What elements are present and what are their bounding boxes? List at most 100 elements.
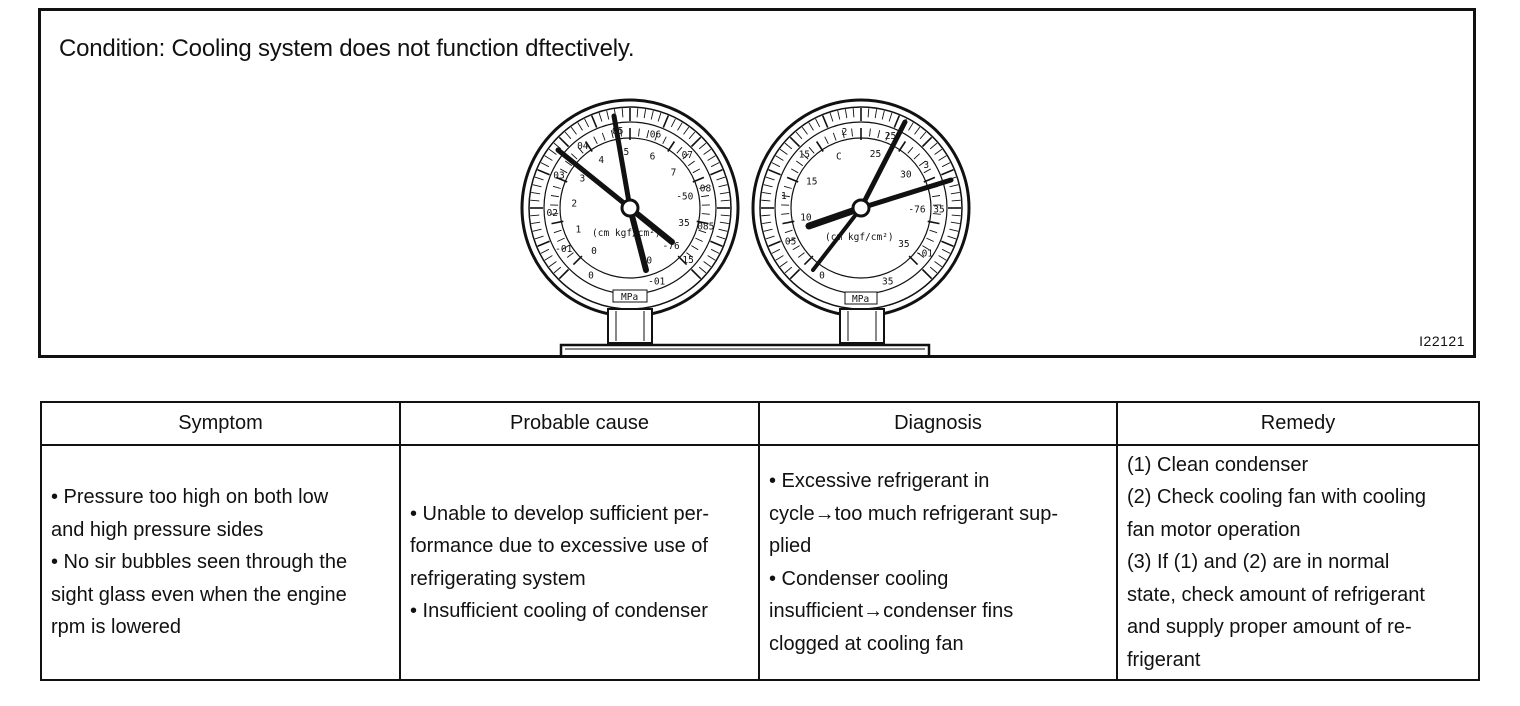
dial-tick	[677, 255, 688, 266]
dial-tick	[779, 148, 788, 155]
dial-tick	[650, 110, 654, 120]
dial-scale-label: 7	[671, 168, 677, 179]
dial-scale-label: 10	[800, 213, 812, 224]
dial-tick	[874, 109, 878, 119]
dial-tick	[559, 168, 568, 174]
dial-tick	[947, 235, 957, 240]
dial-scale-label: 06	[650, 129, 662, 140]
dial-scale-label: 0	[819, 271, 825, 282]
cell-line: • Unable to develop sufficient per-	[410, 502, 710, 525]
dial-tick	[851, 128, 853, 137]
dial-tick	[918, 160, 926, 167]
dial-tick	[692, 168, 701, 174]
dial-tick	[718, 184, 728, 188]
dial-tick	[566, 252, 574, 258]
dial-tick	[808, 122, 814, 131]
cell-line: clogged at cooling fan	[769, 632, 964, 655]
high-gauge-stem	[839, 308, 885, 344]
cell-line: (2) Check cooling fan with cooling	[1127, 486, 1427, 509]
dial-tick	[941, 162, 951, 168]
diagnosis-cell: • Excessive refrigerant in cycle→too muc…	[758, 444, 1118, 681]
dial-scale-label: 2	[842, 127, 848, 138]
dial-scale-label: 02	[546, 208, 557, 219]
dial-tick	[646, 130, 650, 139]
dial-tick	[784, 266, 793, 274]
cell-line: formance due to excessive use of	[410, 535, 708, 557]
dial-tick	[553, 229, 562, 234]
dial-tick	[921, 136, 933, 148]
dial-tick	[606, 110, 610, 120]
dial-tick	[784, 229, 793, 234]
dial-scale-label: 4	[598, 155, 604, 166]
dial-tick	[716, 176, 726, 181]
dial-tick	[620, 128, 622, 137]
dial-tick	[938, 155, 947, 161]
dial-tick	[691, 245, 699, 251]
dial-tick	[923, 168, 932, 174]
high-gauge-outer-scale: 0 05 1 15 2 25 3 35 -01 35	[781, 127, 945, 287]
header-symptom: Symptom	[40, 401, 401, 446]
dial-scale-label: 1	[575, 225, 581, 236]
dial-scale-label: -50	[676, 192, 693, 203]
dial-tick	[908, 122, 914, 131]
diagnosis-table: Symptom Probable cause Diagnosis Remedy …	[40, 401, 1480, 681]
dial-tick	[926, 237, 934, 242]
dial-tick	[771, 162, 781, 168]
dial-tick	[888, 112, 893, 122]
dial-tick	[821, 115, 829, 128]
dial-tick	[949, 184, 959, 188]
dial-tick	[783, 185, 792, 189]
cell-line: sight glass even when the engine	[51, 583, 347, 606]
dial-tick	[531, 221, 541, 225]
low-gauge-pivot	[620, 198, 640, 218]
dial-tick	[951, 214, 961, 217]
dial-tick	[720, 214, 730, 217]
dial-tick	[534, 235, 544, 240]
dial-scale-label: 25	[885, 131, 896, 142]
dial-tick	[893, 115, 901, 128]
dial-tick	[667, 141, 676, 152]
dial-tick	[852, 108, 855, 118]
dial-tick	[869, 128, 871, 137]
dial-tick	[832, 132, 837, 141]
dial-tick	[720, 199, 730, 202]
dial-tick	[555, 176, 568, 183]
manifold-gauge-illustration: 0-010203040506070808515-01 01234567-5035…	[520, 98, 971, 355]
dial-tick	[789, 268, 801, 280]
dial-scale-label: 0	[591, 246, 597, 257]
dial-tick	[768, 240, 781, 248]
dial-tick	[540, 162, 550, 168]
dial-scale-label: 085	[697, 221, 714, 232]
dial-tick	[550, 195, 559, 198]
dial-tick	[577, 122, 583, 131]
cell-line: and supply proper amount of re-	[1127, 616, 1412, 639]
dial-tick	[638, 128, 640, 137]
dial-tick	[765, 235, 775, 240]
dial-tick	[932, 195, 941, 198]
cell-line: • Pressure too high on both low	[51, 486, 329, 509]
dial-scale-label: 15	[799, 150, 810, 161]
cell-line: (3) If (1) and (2) are in normal	[1127, 551, 1390, 574]
dial-scale-label: -76	[663, 241, 680, 252]
dial-tick	[540, 248, 550, 254]
dial-tick	[950, 221, 960, 225]
dial-tick	[690, 268, 702, 280]
dial-tick	[643, 109, 647, 119]
dial-tick	[552, 185, 561, 189]
dial-tick	[703, 148, 712, 155]
dial-tick	[534, 176, 544, 181]
low-gauge-unit-label: (cm kgf/cm²)	[592, 228, 661, 239]
table-row: • Pressure too high on both low and high…	[40, 444, 1480, 681]
dial-tick	[929, 266, 938, 274]
figure-id: I22121	[1419, 333, 1465, 349]
dial-tick	[934, 148, 943, 155]
dial-tick	[698, 229, 707, 234]
dial-tick	[670, 118, 676, 128]
dial-tick	[558, 268, 570, 280]
dial-tick	[803, 255, 814, 266]
dial-scale-label: 04	[577, 141, 589, 152]
dial-tick	[885, 132, 890, 141]
dial-tick	[657, 112, 662, 122]
dial-tick	[701, 195, 710, 198]
dial-tick	[584, 118, 590, 128]
